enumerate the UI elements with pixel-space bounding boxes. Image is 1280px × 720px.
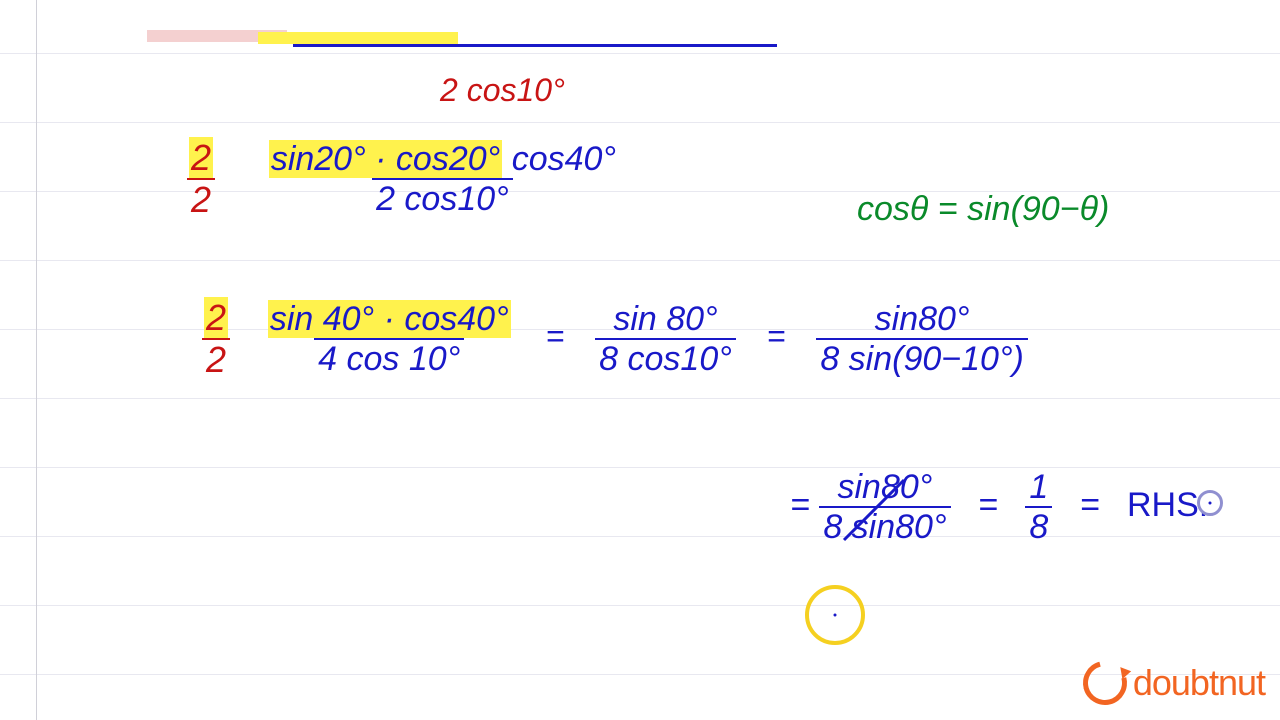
math-content: 2 cos10° 2 2 sin20° · cos20° cos40° 2 co… — [0, 0, 1280, 720]
line2-left-fraction: 2 2 — [185, 140, 217, 218]
line3-mid-fraction: sin 40° · cos40° 4 cos 10° — [264, 302, 515, 376]
line4-frac1: sin80° 8 sin80° — [819, 470, 950, 544]
line3-expression: 2 2 sin 40° · cos40° 4 cos 10° = sin 80°… — [200, 300, 1028, 378]
yellow-circle-marker — [805, 585, 865, 645]
line3-eq2-fraction: sin80° 8 sin(90−10°) — [816, 302, 1028, 376]
line1-denominator: 2 cos10° — [440, 72, 565, 109]
top-highlight-fragment — [258, 32, 458, 44]
logo-text: doubtnut — [1133, 662, 1265, 704]
line2-right-fraction: sin20° · cos20° cos40° 2 cos10° — [265, 142, 620, 216]
dot-marker — [1209, 502, 1212, 505]
rhs-label: RHS. — [1127, 486, 1208, 524]
line3-left-fraction: 2 2 — [200, 300, 232, 378]
identity-formula: cosθ = sin(90−θ) — [857, 190, 1109, 229]
doubtnut-logo: doubtnut — [1083, 661, 1265, 705]
line4-expression: = sin80° 8 sin80° = 1 8 = RHS. — [790, 470, 1208, 544]
purple-circle-marker — [1197, 490, 1223, 516]
dot-marker — [834, 614, 837, 617]
line4-frac2: 1 8 — [1025, 470, 1052, 544]
line3-eq1-fraction: sin 80° 8 cos10° — [595, 302, 736, 376]
top-fraction-bar — [293, 44, 777, 47]
line2-expression: 2 2 sin20° · cos20° cos40° 2 cos10° — [185, 140, 620, 218]
logo-icon — [1075, 653, 1135, 713]
